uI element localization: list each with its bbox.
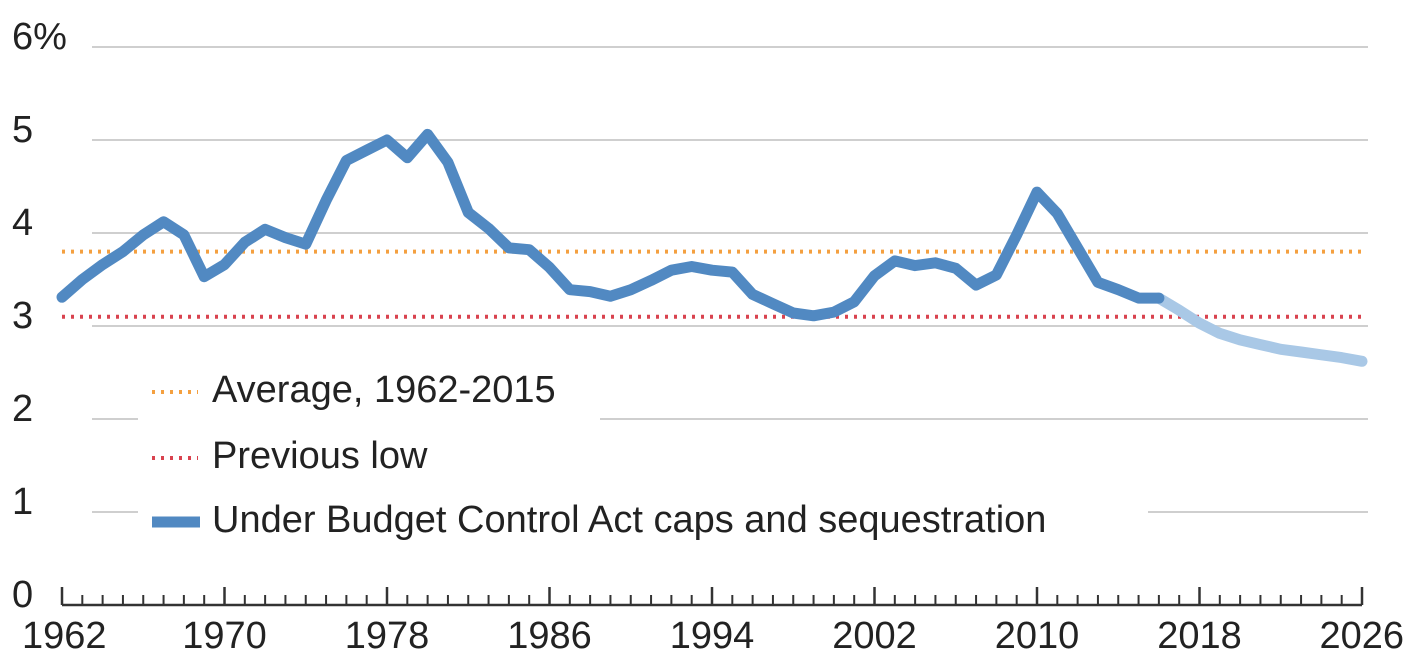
y-tick-label: 0 <box>12 574 33 616</box>
y-tick-label: 6% <box>12 16 67 58</box>
series-line <box>56 128 1165 322</box>
x-tick-label: 2002 <box>832 615 917 657</box>
x-tick-label: 2010 <box>995 615 1080 657</box>
legend-label: Previous low <box>212 435 428 477</box>
legend-label: Under Budget Control Act caps and seques… <box>212 499 1046 541</box>
y-tick-label: 2 <box>12 388 33 430</box>
x-tick-label: 2026 <box>1319 615 1404 657</box>
x-tick-label: 1994 <box>670 615 755 657</box>
x-tick-label: 1978 <box>345 615 430 657</box>
y-tick-label: 3 <box>12 295 33 337</box>
legend-label: Average, 1962-2015 <box>212 369 556 411</box>
y-tick-label: 5 <box>12 109 33 151</box>
legend-box <box>138 490 1148 552</box>
series-line <box>1153 292 1368 367</box>
y-tick-label: 1 <box>12 481 33 523</box>
x-tick-label: 1970 <box>182 615 267 657</box>
x-tick-label: 1986 <box>507 615 592 657</box>
x-tick-label: 2018 <box>1157 615 1242 657</box>
x-tick-label: 1962 <box>22 615 107 657</box>
y-tick-label: 4 <box>12 202 33 244</box>
